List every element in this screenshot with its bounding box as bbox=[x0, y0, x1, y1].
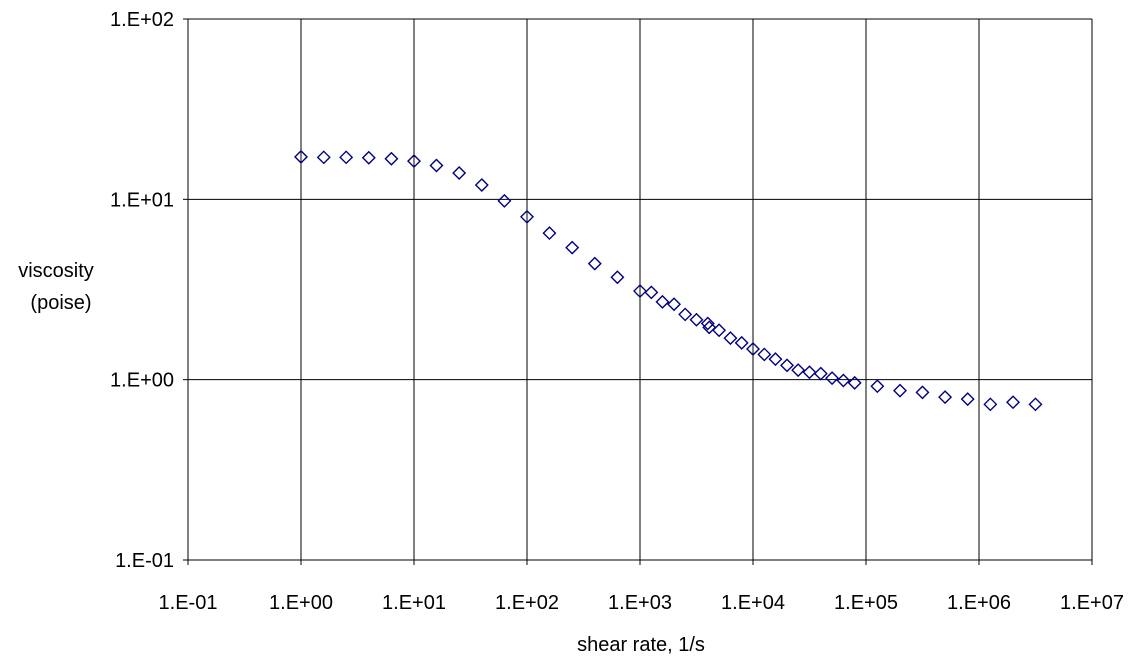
data-point-marker bbox=[1006, 395, 1021, 410]
data-point-marker bbox=[542, 226, 557, 241]
y-tick-label: 1.E+00 bbox=[110, 370, 174, 392]
x-tick-label: 1.E+03 bbox=[608, 592, 672, 614]
data-point-marker bbox=[316, 150, 331, 165]
data-point-marker bbox=[689, 312, 704, 327]
data-point-marker bbox=[746, 341, 760, 356]
data-point-marker bbox=[847, 375, 862, 390]
data-point-marker bbox=[825, 371, 840, 386]
x-tick-label: 1.E+01 bbox=[382, 592, 446, 614]
data-point-marker bbox=[734, 335, 749, 350]
data-point-marker bbox=[644, 285, 659, 300]
plot-grid bbox=[183, 18, 1093, 565]
data-point-marker bbox=[667, 297, 682, 312]
y-tick-label: 1.E-01 bbox=[115, 550, 174, 572]
y-tick-label: 1.E+01 bbox=[110, 189, 174, 211]
x-tick-label: 1.E+07 bbox=[1060, 592, 1124, 614]
data-point-marker bbox=[1028, 397, 1043, 412]
x-tick-label: 1.E+00 bbox=[269, 592, 333, 614]
x-tick-label: 1.E-01 bbox=[159, 592, 218, 614]
data-point-marker bbox=[791, 363, 806, 378]
data-point-marker bbox=[565, 240, 580, 255]
x-tick-label: 1.E+02 bbox=[495, 592, 559, 614]
data-point-marker bbox=[915, 385, 930, 400]
data-point-marker bbox=[294, 149, 308, 164]
data-point-marker bbox=[938, 390, 953, 405]
data-point-marker bbox=[520, 209, 534, 224]
data-point-marker bbox=[655, 294, 670, 309]
data-point-marker bbox=[384, 151, 399, 166]
data-point-marker bbox=[983, 397, 998, 412]
data-point-marker bbox=[723, 331, 738, 346]
data-point-marker bbox=[836, 373, 851, 388]
data-point-marker bbox=[339, 150, 354, 165]
data-point-marker bbox=[960, 392, 975, 407]
x-tick-label: 1.E+06 bbox=[947, 592, 1011, 614]
y-tick-label: 1.E+02 bbox=[110, 9, 174, 31]
data-point-marker bbox=[780, 358, 795, 373]
data-point-marker bbox=[678, 307, 693, 322]
y-tick-labels: 1.E+02 1.E+01 1.E+00 1.E-01 bbox=[110, 9, 174, 572]
data-point-marker bbox=[429, 158, 444, 173]
data-point-marker bbox=[768, 352, 783, 367]
data-point-marker bbox=[587, 256, 602, 271]
data-point-marker bbox=[407, 154, 421, 169]
x-tick-label: 1.E+04 bbox=[721, 592, 785, 614]
data-point-marker bbox=[497, 193, 512, 208]
data-point-marker bbox=[712, 323, 727, 338]
data-point-marker bbox=[474, 178, 489, 193]
data-point-marker bbox=[893, 383, 908, 398]
x-axis-label: shear rate, 1/s bbox=[577, 634, 705, 656]
data-point-marker bbox=[361, 150, 376, 165]
data-point-marker bbox=[452, 165, 467, 180]
data-point-marker bbox=[870, 379, 885, 394]
data-point-marker bbox=[757, 347, 772, 362]
data-point-marker bbox=[610, 270, 625, 285]
y-axis-label-line-2: (poise) bbox=[30, 292, 91, 314]
x-tick-label: 1.E+05 bbox=[834, 592, 898, 614]
data-point-marker bbox=[700, 316, 715, 331]
data-point-marker bbox=[702, 320, 717, 335]
data-point-marker bbox=[813, 366, 828, 381]
data-point-marker bbox=[802, 365, 817, 380]
x-tick-labels: 1.E-01 1.E+00 1.E+01 1.E+02 1.E+03 1.E+04 1.E+… bbox=[159, 592, 1124, 614]
data-point-marker bbox=[633, 284, 647, 299]
data-points bbox=[294, 149, 1043, 412]
y-axis-label-line-1: viscosity bbox=[18, 260, 94, 282]
